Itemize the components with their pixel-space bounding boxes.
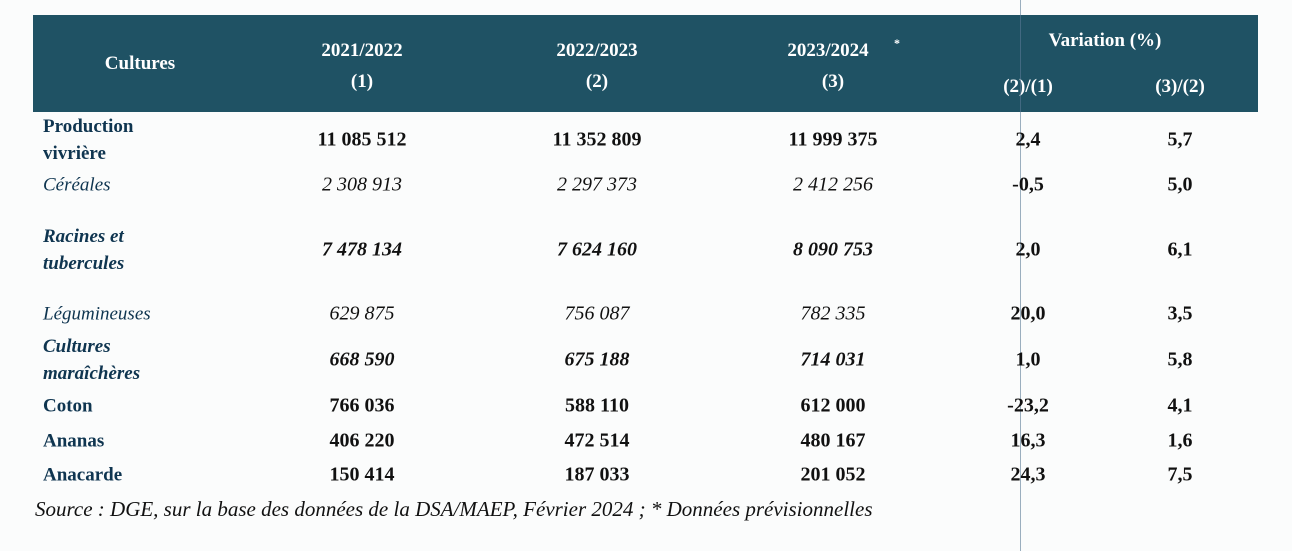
variation-cell: 16,3 <box>1010 429 1046 452</box>
row-label: Racines et tubercules <box>43 226 125 274</box>
variation-cell: -23,2 <box>1007 394 1049 417</box>
header-cell: Variation (%) <box>1048 30 1162 51</box>
value-cell: 612 000 <box>800 394 866 417</box>
value-cell: 588 110 <box>565 394 629 417</box>
value-cell: 782 335 <box>800 302 866 325</box>
variation-cell: -0,5 <box>1012 173 1044 196</box>
variation-cell: 2,0 <box>1015 238 1041 261</box>
header-cell: 2022/2023 <box>556 40 638 61</box>
value-cell: 406 220 <box>329 429 395 452</box>
variation-cell: 5,8 <box>1167 348 1193 371</box>
variation-cell: 6,1 <box>1167 238 1193 261</box>
variation-cell: 2,4 <box>1015 128 1041 151</box>
value-cell: 7 624 160 <box>557 238 637 261</box>
value-cell: 2 412 256 <box>793 173 873 196</box>
value-cell: 675 188 <box>564 348 630 371</box>
variation-cell: 4,1 <box>1167 394 1193 417</box>
value-cell: 11 352 809 <box>552 128 642 151</box>
value-cell: 201 052 <box>800 463 866 486</box>
header-cell: 2023/2024 <box>787 40 869 61</box>
header-cell: 2021/2022 <box>321 40 403 61</box>
value-cell: 714 031 <box>800 348 866 371</box>
row-label: Ananas <box>43 430 105 452</box>
value-cell: 756 087 <box>564 302 630 325</box>
value-cell: 8 090 753 <box>793 238 873 261</box>
header-cell: (3) <box>821 71 845 92</box>
value-cell: 472 514 <box>564 429 630 452</box>
variation-cell: 7,5 <box>1167 463 1193 486</box>
source-note: Source : DGE, sur la base des données de… <box>35 497 873 521</box>
value-cell: 7 478 134 <box>322 238 402 261</box>
value-cell: 766 036 <box>329 394 395 417</box>
variation-cell: 24,3 <box>1010 463 1046 486</box>
header-cell: (1) <box>350 71 374 92</box>
variation-cell: 20,0 <box>1010 302 1046 325</box>
row-label: Céréales <box>43 174 111 196</box>
row-label: Légumineuses <box>43 303 151 325</box>
variation-cell: 1,0 <box>1015 348 1041 371</box>
row-label: Anacarde <box>43 464 123 486</box>
header-cell: (2)/(1) <box>1003 76 1053 97</box>
row-label: Cultures maraîchères <box>43 336 141 384</box>
value-cell: 629 875 <box>329 302 395 325</box>
row-label: Coton <box>43 395 93 417</box>
value-cell: 2 297 373 <box>557 173 637 196</box>
value-cell: 480 167 <box>800 429 866 452</box>
value-cell: 2 308 913 <box>322 173 402 196</box>
value-cell: 187 033 <box>564 463 630 486</box>
variation-cell: 1,6 <box>1167 429 1193 452</box>
value-cell: 11 999 375 <box>788 128 878 151</box>
value-cell: 668 590 <box>329 348 395 371</box>
scan-line <box>1020 0 1021 551</box>
header-cell: Cultures <box>104 53 176 74</box>
table-header <box>33 15 1258 112</box>
value-cell: 150 414 <box>329 463 395 486</box>
variation-cell: 5,0 <box>1167 173 1193 196</box>
header-cell: (2) <box>585 71 609 92</box>
header-footnote-mark: * <box>894 36 900 50</box>
variation-cell: 3,5 <box>1167 302 1193 325</box>
row-label: Production vivrière <box>43 116 134 164</box>
value-cell: 11 085 512 <box>317 128 407 151</box>
header-cell: (3)/(2) <box>1155 76 1205 97</box>
variation-cell: 5,7 <box>1167 128 1193 151</box>
